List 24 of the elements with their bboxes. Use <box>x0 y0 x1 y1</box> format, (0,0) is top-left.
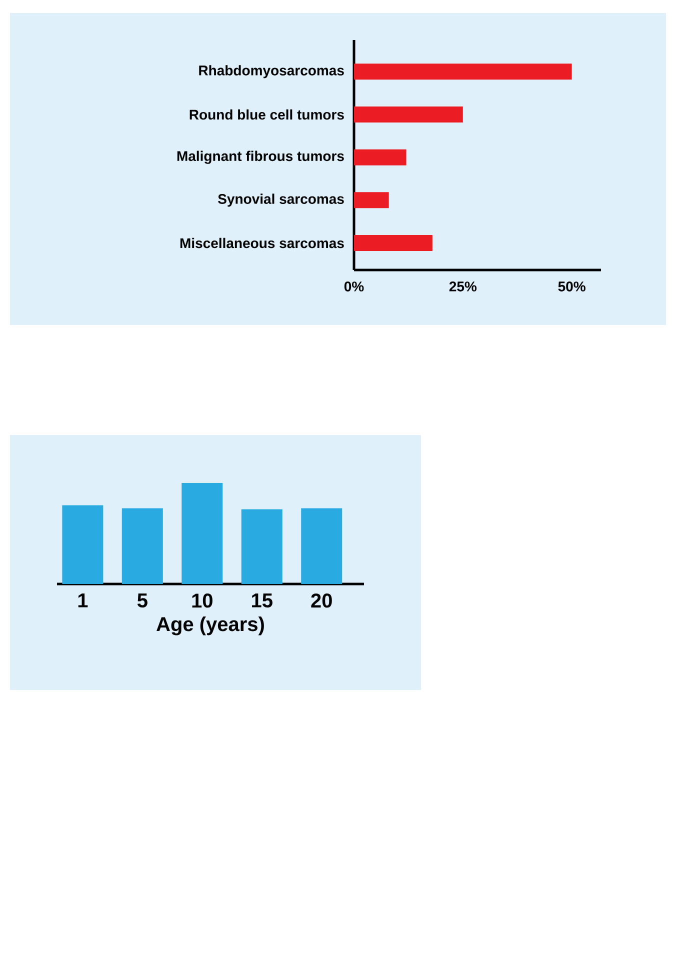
x-tick-label: 50% <box>558 282 586 292</box>
bar <box>241 509 282 584</box>
x-axis-title: Age (years) <box>156 616 264 636</box>
y-tick-label: Synovial sarcomas <box>218 194 344 207</box>
x-tick-label: 15 <box>252 594 272 608</box>
bar <box>354 149 406 166</box>
x-tick-label: 5 <box>137 594 148 608</box>
bar <box>354 192 389 208</box>
x-tick-label: 1 <box>78 594 88 608</box>
bar <box>62 505 104 584</box>
bar <box>301 508 342 584</box>
y-tick-label: Rhabdomyosarcomas <box>199 65 344 78</box>
x-tick-label: 25% <box>449 282 477 292</box>
bar <box>122 508 163 584</box>
x-tick-label: 10 <box>192 594 212 608</box>
bar <box>354 235 432 252</box>
y-tick-label: Miscellaneous sarcomas <box>180 238 344 248</box>
bar <box>354 106 463 123</box>
y-tick-label: Round blue cell tumors <box>190 109 344 120</box>
x-tick-label: 0% <box>344 282 364 292</box>
x-tick-label: 20 <box>311 594 332 608</box>
bar <box>182 482 223 584</box>
y-tick-label: Malignant fibrous tumors <box>177 150 344 164</box>
bar <box>354 64 572 80</box>
